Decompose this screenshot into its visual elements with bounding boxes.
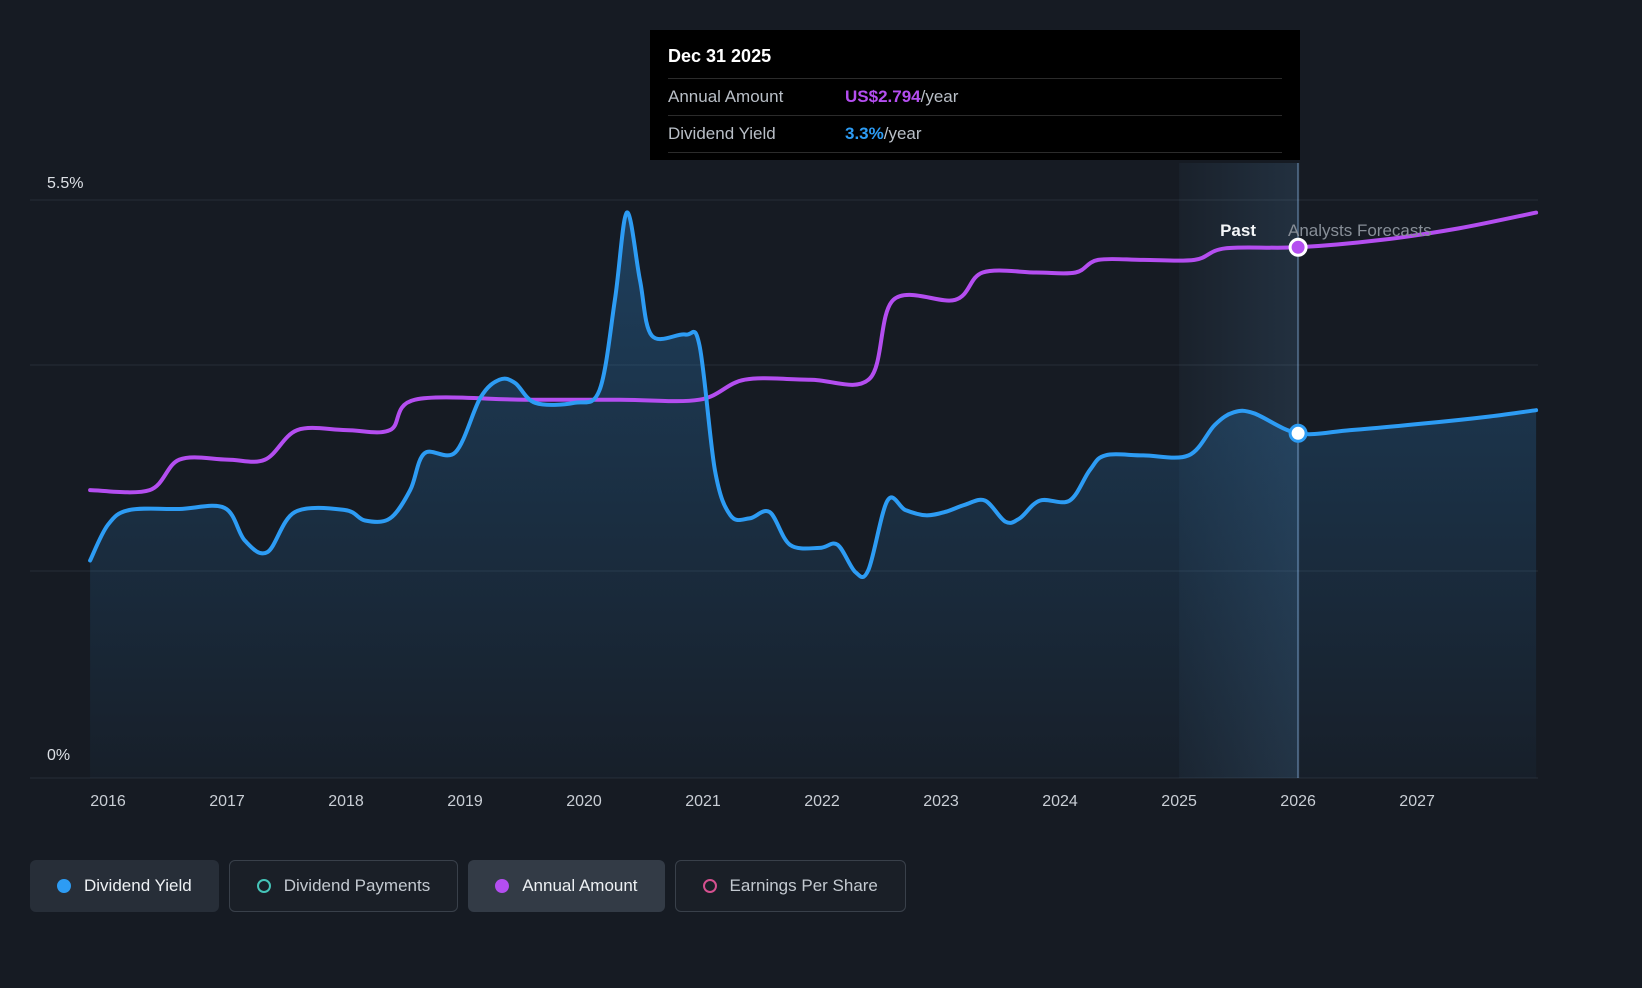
y-axis-label-top: 5.5%: [47, 175, 84, 192]
x-axis-label: 2020: [566, 793, 602, 810]
legend-item-earnings-per-share[interactable]: Earnings Per Share: [674, 860, 906, 912]
analysts-forecasts-label: Analysts Forecasts: [1288, 221, 1432, 240]
tooltip-row-annual-amount: Annual Amount US$2.794 /year: [668, 78, 1282, 115]
legend-item-dividend-payments[interactable]: Dividend Payments: [228, 860, 459, 912]
tooltip-value: 3.3%: [845, 124, 884, 143]
legend-outline-circle-icon: [256, 879, 271, 893]
tooltip-date: Dec 31 2025: [668, 46, 772, 66]
tooltip-value: US$2.794: [845, 87, 921, 106]
dividend-yield-area: [90, 212, 1537, 778]
chart-plot[interactable]: [0, 0, 1642, 830]
tooltip-label: Dividend Yield: [668, 124, 776, 143]
legend-item-label: Earnings Per Share: [729, 876, 878, 895]
x-axis-label: 2019: [447, 793, 483, 810]
x-axis-label: 2024: [1042, 793, 1078, 810]
x-axis-label: 2017: [209, 793, 245, 810]
legend-item-label: Dividend Yield: [84, 876, 192, 895]
past-label: Past: [1220, 221, 1256, 240]
legend-filled-dot-icon: [495, 879, 510, 893]
tooltip-value-suffix: /year: [920, 87, 959, 106]
x-axis: 2016 2017 2018 2019 2020 2021 2022 2023 2024 2025…: [0, 793, 1642, 817]
x-axis-label: 2018: [328, 793, 364, 810]
legend-item-label: Annual Amount: [522, 876, 638, 895]
legend-item-label: Dividend Payments: [283, 876, 431, 895]
x-axis-label: 2025: [1161, 793, 1197, 810]
x-axis-label: 2027: [1399, 793, 1435, 810]
legend-item-annual-amount[interactable]: Annual Amount: [468, 860, 665, 912]
x-axis-label: 2021: [685, 793, 721, 810]
x-axis-label: 2016: [90, 793, 126, 810]
x-axis-label: 2026: [1280, 793, 1316, 810]
legend-item-dividend-yield[interactable]: Dividend Yield: [30, 860, 219, 912]
x-axis-label: 2023: [923, 793, 959, 810]
tooltip-row-dividend-yield: Dividend Yield 3.3% /year: [668, 115, 1282, 153]
dividend-yield-marker-dot[interactable]: [1288, 423, 1308, 443]
chart-legend: Dividend Yield Dividend Payments Annual Am…: [30, 860, 906, 912]
tooltip-value-suffix: /year: [883, 124, 922, 143]
annual-amount-marker-dot[interactable]: [1288, 237, 1308, 257]
legend-outline-circle-icon: [702, 879, 717, 893]
tooltip-label: Annual Amount: [668, 87, 784, 106]
x-axis-label: 2022: [804, 793, 840, 810]
annual-amount-line[interactable]: [88, 210, 1539, 495]
dividend-yield-line[interactable]: [88, 210, 1539, 579]
legend-filled-dot-icon: [57, 879, 71, 893]
y-axis-label-bottom: 0%: [47, 747, 71, 764]
chart-tooltip: Dec 31 2025 Annual Amount US$2.794 /year…: [650, 30, 1300, 160]
